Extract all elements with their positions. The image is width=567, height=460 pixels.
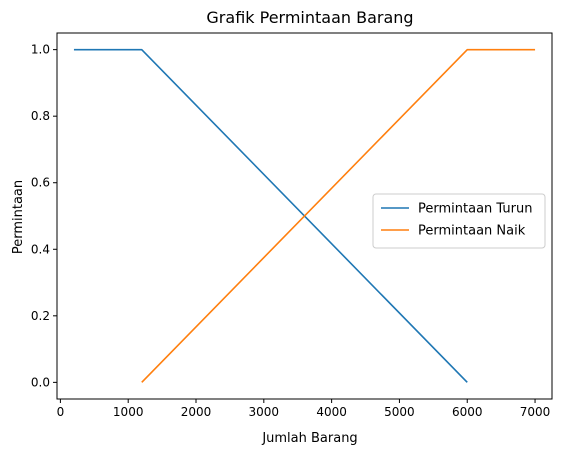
x-tick-label: 6000 [452, 405, 483, 419]
ticks-layer: 0 1000 2000 3000 4000 5000 6000 7000 0.0 0.2 0.4 0.… [31, 43, 550, 419]
y-tick-label: 0.4 [31, 242, 50, 256]
x-tick-label: 1000 [113, 405, 144, 419]
plot-frame [56, 32, 553, 400]
legend: Permintaan Turun Permintaan Naik [372, 193, 546, 249]
legend-label-2: Permintaan Naik [418, 224, 526, 239]
y-tick-label: 0.8 [31, 109, 50, 123]
x-tick-label: 5000 [384, 405, 415, 419]
x-tick-label: 4000 [316, 405, 347, 419]
y-tick-label: 0.6 [31, 176, 50, 190]
x-tick-label: 3000 [249, 405, 280, 419]
y-tick-label: 1.0 [31, 43, 50, 57]
chart-title: Grafik Permintaan Barang [206, 8, 413, 27]
y-tick-label: 0.0 [31, 375, 50, 389]
x-tick-label: 2000 [181, 405, 212, 419]
series-line-1 [73, 48, 468, 383]
x-tick-label: 7000 [520, 405, 551, 419]
y-tick-label: 0.2 [31, 309, 50, 323]
y-axis-label: Permintaan [11, 180, 26, 254]
series-layer [73, 48, 536, 383]
x-tick-label: 0 [57, 405, 65, 419]
legend-box [372, 193, 546, 249]
series-line-2 [141, 48, 536, 383]
x-axis-label: Jumlah Barang [261, 431, 357, 446]
legend-label-1: Permintaan Turun [418, 202, 532, 217]
